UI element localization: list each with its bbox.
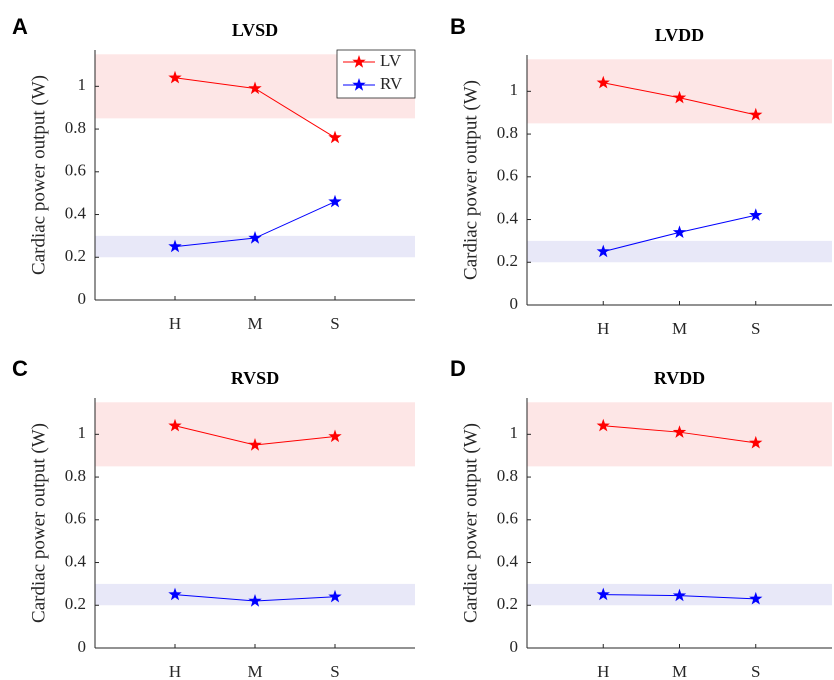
legend-marker	[352, 78, 366, 91]
star-marker	[248, 594, 262, 607]
y-tick-label: 0.6	[497, 166, 518, 185]
panel-letter: B	[450, 14, 466, 39]
star-marker	[328, 130, 342, 144]
y-tick-label: 0.4	[65, 551, 87, 570]
star-marker	[168, 587, 182, 601]
star-marker	[168, 239, 182, 253]
x-tick-label: M	[672, 319, 687, 338]
star-marker	[749, 208, 763, 221]
reference-band	[95, 402, 415, 467]
star-marker	[672, 90, 687, 104]
reference-band	[527, 240, 832, 263]
y-tick-label: 0.6	[65, 509, 86, 528]
star-marker	[749, 435, 763, 449]
y-tick-label: 0.4	[497, 208, 519, 227]
chart-title: RVDD	[654, 368, 705, 388]
y-tick-label: 1	[510, 80, 519, 99]
y-tick-label: 1	[78, 75, 87, 94]
star-marker	[596, 418, 610, 432]
legend-box	[336, 49, 416, 99]
x-tick-label: M	[247, 662, 262, 680]
star-marker	[248, 81, 262, 95]
star-marker	[328, 589, 342, 603]
star-marker	[168, 418, 182, 432]
y-tick-label: 0.4	[497, 551, 519, 570]
x-tick-label: S	[330, 662, 339, 680]
y-tick-label: 0.2	[497, 251, 518, 270]
y-tick-label: 0	[510, 637, 519, 656]
star-marker	[168, 70, 182, 84]
y-tick-label: 1	[78, 423, 87, 442]
x-tick-label: H	[597, 662, 609, 680]
panel-letter: A	[12, 14, 28, 39]
subplot: 0 0.2 0.4 0.6 0.8 1 H M S D RVDD Cardiac power outp…	[450, 356, 832, 680]
star-marker	[328, 429, 342, 443]
y-axis-label: Cardiac power output (W)	[28, 75, 49, 275]
chart-title: RVSD	[231, 368, 279, 388]
y-tick-label: 0.2	[497, 594, 518, 613]
legend-marker	[352, 55, 366, 68]
x-tick-label: H	[169, 314, 181, 333]
y-tick-label: 0.8	[65, 118, 86, 137]
y-axis-label: Cardiac power output (W)	[460, 80, 481, 280]
y-tick-label: 0.6	[65, 161, 86, 180]
legend-label: RV	[380, 74, 403, 93]
legend-label: LV	[380, 51, 402, 70]
y-tick-label: 0	[510, 294, 519, 313]
y-tick-label: 1	[510, 423, 519, 442]
chart-title: LVSD	[232, 20, 278, 40]
y-axis-label: Cardiac power output (W)	[460, 423, 481, 623]
star-marker	[596, 244, 610, 258]
star-marker	[596, 75, 610, 89]
y-tick-label: 0.6	[497, 509, 518, 528]
star-marker	[749, 107, 763, 121]
x-tick-label: S	[751, 662, 760, 680]
star-marker	[248, 231, 262, 244]
subplot: 0 0.2 0.4 0.6 0.8 1 H M S C RVSD Cardiac power outp…	[12, 356, 415, 680]
y-tick-label: 0.4	[65, 203, 87, 222]
panel-letter: C	[12, 356, 28, 381]
x-tick-label: S	[330, 314, 339, 333]
y-tick-label: 0	[78, 289, 87, 308]
y-tick-label: 0.8	[65, 466, 86, 485]
x-tick-label: M	[247, 314, 262, 333]
y-axis-label: Cardiac power output (W)	[28, 423, 49, 623]
subplot: 0 0.2 0.4 0.6 0.8 1 H M S B LVDD Cardiac power outp…	[450, 14, 832, 338]
y-tick-label: 0.8	[497, 466, 518, 485]
x-tick-label: H	[169, 662, 181, 680]
chart-title: LVDD	[655, 25, 704, 45]
x-tick-label: M	[672, 662, 687, 680]
y-tick-label: 0.8	[497, 123, 518, 142]
subplot: 0 0.2 0.4 0.6 0.8 1 H M S A LVSD Cardiac power outp…	[12, 14, 416, 333]
star-marker	[596, 587, 610, 601]
y-tick-label: 0.2	[65, 246, 86, 265]
y-tick-label: 0.2	[65, 594, 86, 613]
star-marker	[672, 225, 687, 238]
x-tick-label: H	[597, 319, 609, 338]
star-marker	[672, 425, 687, 438]
star-marker	[328, 194, 342, 208]
y-tick-label: 0	[78, 637, 87, 656]
star-marker	[749, 591, 763, 605]
star-marker	[248, 438, 262, 451]
star-marker	[672, 588, 687, 602]
panel-letter: D	[450, 356, 466, 381]
x-tick-label: S	[751, 319, 760, 338]
